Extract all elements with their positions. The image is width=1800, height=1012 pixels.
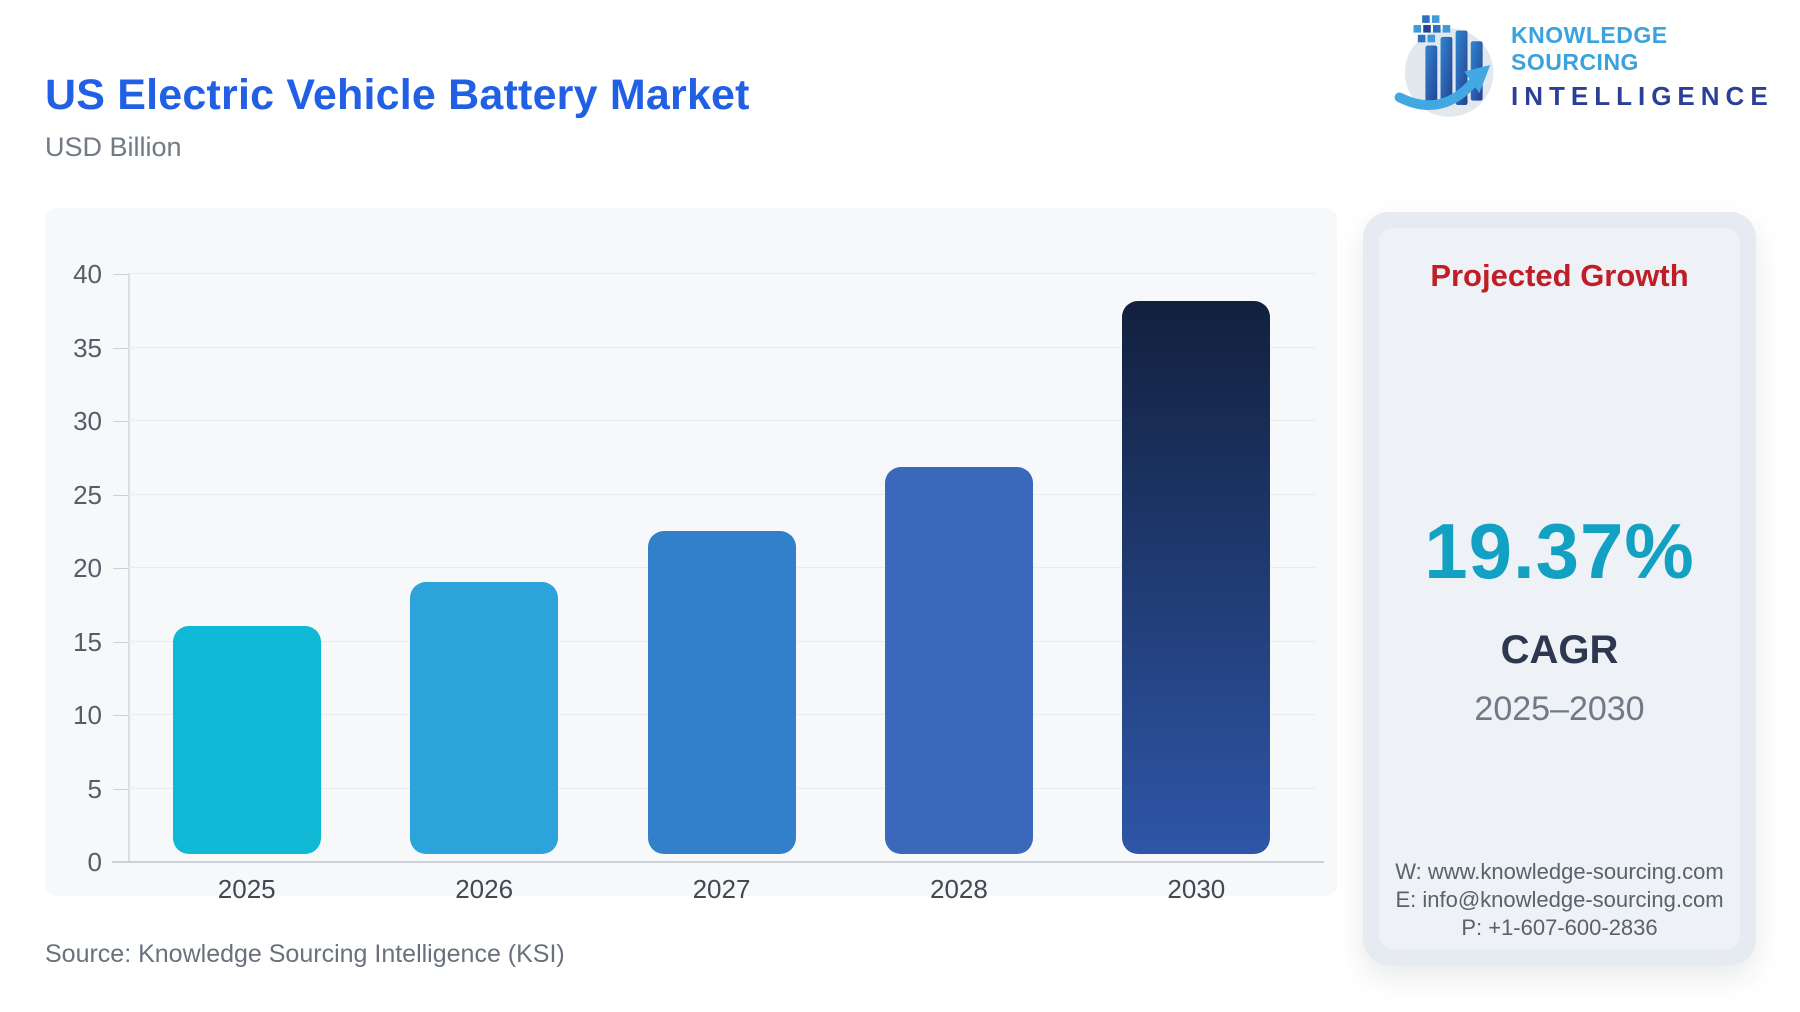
gridline (128, 273, 1315, 274)
projected-growth-card: Projected Growth 19.37% CAGR 2025–2030 W… (1379, 228, 1740, 949)
cagr-period: 2025–2030 (1474, 690, 1645, 728)
gridline (128, 346, 1315, 348)
y-tick-label: 15 (73, 626, 102, 657)
bar-2027 (647, 530, 796, 854)
y-tick-label: 0 (87, 847, 102, 877)
y-tick-label: 10 (73, 700, 102, 730)
bar-2030 (1122, 301, 1271, 854)
y-tick-mark (113, 274, 128, 275)
y-tick-mark (113, 641, 128, 643)
y-tick-mark (113, 347, 128, 349)
y-tick-label: 20 (73, 553, 102, 583)
x-axis-labels: 2025 2026 2027 2028 2030 (128, 874, 1315, 905)
x-axis-label-2025: 2025 (217, 874, 276, 904)
bar-2025 (172, 626, 321, 854)
logo-text: KNOWLEDGE SOURCING INTELLIGENCE (1511, 22, 1774, 112)
contact-email: E: info@knowledge-sourcing.com (1395, 887, 1724, 912)
x-axis-label-2030: 2030 (1167, 874, 1226, 904)
gridline (128, 420, 1315, 421)
x-axis-label-2026: 2026 (455, 874, 514, 904)
y-tick-label: 30 (73, 406, 102, 436)
y-tick-label: 25 (73, 479, 102, 510)
x-axis (112, 861, 1324, 863)
logo-globe-chart-icon (1393, 11, 1501, 124)
bar-2028 (884, 467, 1033, 854)
y-tick-label: 35 (73, 332, 102, 363)
x-axis-label-2027: 2027 (692, 874, 751, 904)
company-logo: KNOWLEDGE SOURCING INTELLIGENCE (1393, 11, 1768, 124)
panel-contacts: W: www.knowledge-sourcing.com E: info@kn… (1379, 857, 1740, 941)
y-tick-mark (113, 421, 128, 422)
logo-text-line2: INTELLIGENCE (1511, 81, 1774, 111)
cagr-label: CAGR (1500, 628, 1619, 672)
bar-chart-plot-area (128, 273, 1315, 862)
cagr-value: 19.37% (1424, 507, 1695, 595)
contact-website: W: www.knowledge-sourcing.com (1395, 859, 1724, 884)
source-note: Source: Knowledge Sourcing Intelligence … (45, 940, 565, 968)
gridline (128, 493, 1315, 495)
y-tick-mark (113, 788, 128, 790)
y-axis-ticks: 0 5 10 15 20 25 30 35 40 (30, 259, 102, 877)
panel-heading: Projected Growth (1430, 258, 1689, 293)
logo-text-line1: KNOWLEDGE SOURCING (1511, 22, 1668, 75)
y-tick-mark (113, 715, 128, 716)
y-tick-mark (113, 494, 128, 496)
bar-2026 (410, 582, 559, 854)
y-tick-label: 5 (87, 773, 102, 804)
projected-growth-panel: Projected Growth 19.37% CAGR 2025–2030 W… (1363, 212, 1756, 965)
y-tick-mark (113, 568, 128, 569)
y-tick-mark (113, 862, 128, 863)
y-axis (128, 274, 130, 862)
chart-unit-label: USD Billion (45, 132, 182, 162)
page-title: US Electric Vehicle Battery Market (45, 70, 750, 119)
x-axis-label-2028: 2028 (930, 874, 988, 904)
y-tick-label: 40 (73, 259, 102, 289)
contact-phone: P: +1-607-600-2836 (1461, 915, 1658, 940)
